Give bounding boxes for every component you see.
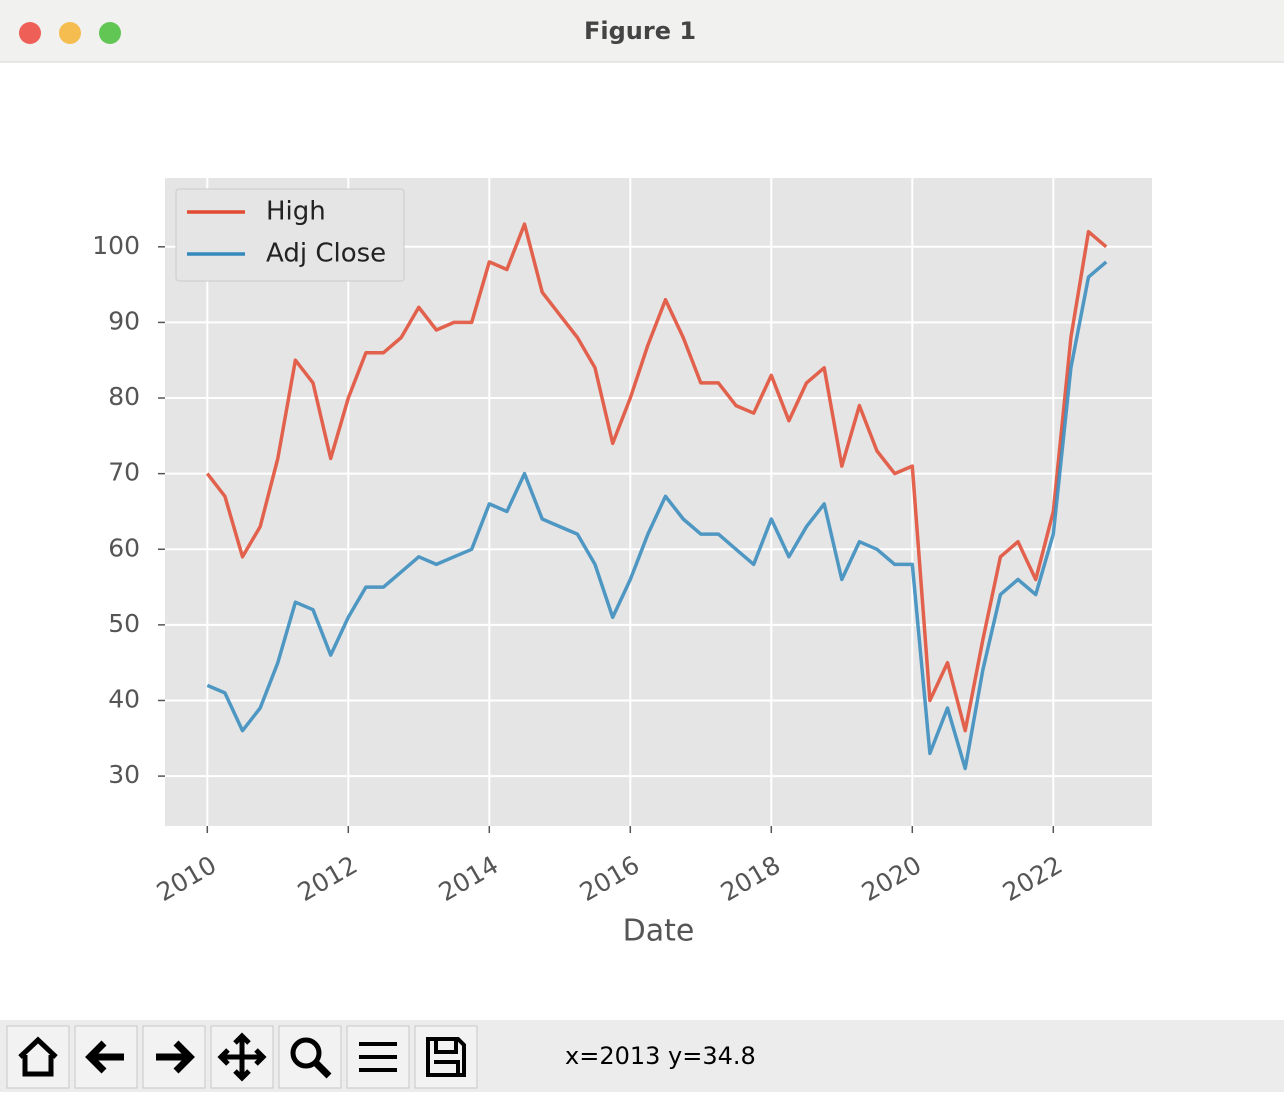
legend-label: Adj Close [266, 239, 386, 269]
window-title: Figure 1 [584, 17, 696, 45]
y-tick-label: 30 [108, 760, 140, 789]
back-icon [85, 1040, 124, 1074]
line-series [205, 222, 1108, 733]
status-text: x=2013 y=34.8 [565, 1042, 756, 1070]
home-icon [18, 1036, 58, 1077]
y-tick-label: 90 [108, 306, 140, 335]
y-tick-label: 80 [108, 382, 140, 411]
zoom-icon-handle [312, 1059, 332, 1079]
forward-icon [156, 1040, 195, 1074]
home-button[interactable] [6, 1025, 70, 1089]
configure-button[interactable] [346, 1025, 410, 1089]
pan-icon [217, 1032, 267, 1082]
y-tick-label: 40 [108, 684, 140, 713]
configure-icon [359, 1042, 397, 1072]
close-button[interactable] [19, 22, 41, 44]
toolbar: x=2013 y=34.8 [0, 1020, 1284, 1092]
y-tick-label: 50 [108, 609, 140, 638]
y-tick-label: 60 [108, 533, 140, 562]
zoom-icon [290, 1037, 322, 1069]
minimize-button[interactable] [59, 22, 81, 44]
legend-label: High [266, 197, 326, 227]
save-button[interactable] [414, 1025, 478, 1089]
zoom-rect-button[interactable] [278, 1025, 342, 1089]
y-tick-label: 70 [108, 458, 140, 487]
zoom-button[interactable] [99, 22, 121, 44]
save-icon [426, 1037, 466, 1077]
plot-area [165, 178, 1152, 826]
line-series [206, 260, 1108, 771]
title-bar [0, 0, 1284, 62]
y-tick-label: 100 [92, 231, 140, 260]
x-axis-label: Date [623, 914, 695, 949]
